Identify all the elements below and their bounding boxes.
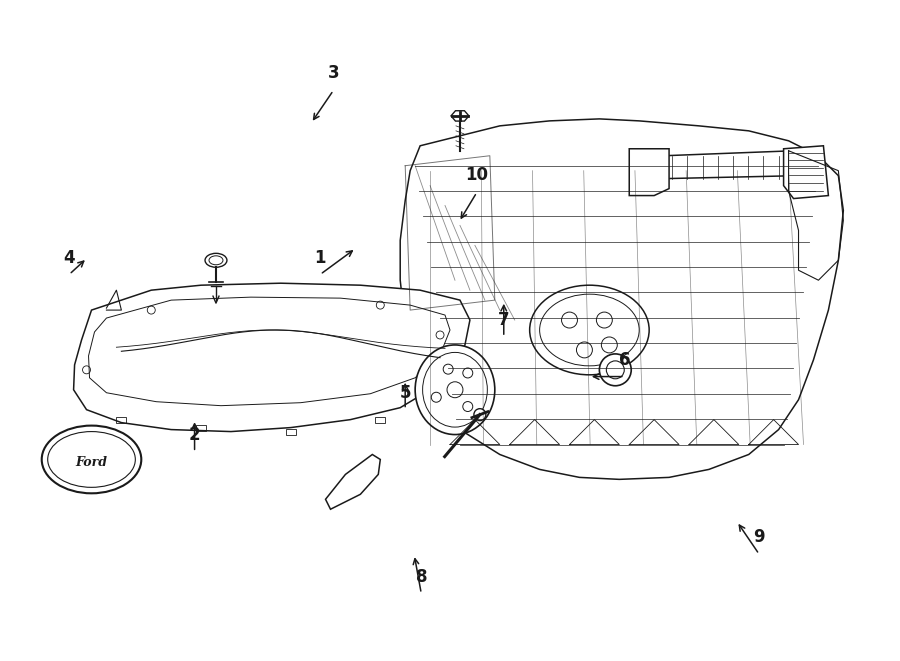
Text: 4: 4 bbox=[63, 249, 75, 266]
Text: 6: 6 bbox=[619, 350, 631, 369]
Circle shape bbox=[474, 408, 486, 420]
Text: Ford: Ford bbox=[76, 456, 107, 469]
Bar bbox=[375, 416, 385, 422]
Ellipse shape bbox=[41, 426, 141, 493]
Text: 7: 7 bbox=[498, 311, 509, 329]
Ellipse shape bbox=[530, 285, 649, 375]
Text: 2: 2 bbox=[189, 426, 201, 444]
Text: 9: 9 bbox=[753, 528, 765, 547]
Bar bbox=[285, 428, 296, 434]
Text: 1: 1 bbox=[314, 249, 326, 266]
Polygon shape bbox=[326, 455, 381, 509]
Polygon shape bbox=[400, 119, 843, 479]
Polygon shape bbox=[74, 283, 470, 432]
Circle shape bbox=[599, 354, 631, 386]
Text: 3: 3 bbox=[328, 64, 339, 82]
Bar bbox=[196, 424, 206, 430]
Text: 8: 8 bbox=[416, 568, 428, 586]
Text: 5: 5 bbox=[400, 383, 411, 401]
Ellipse shape bbox=[205, 253, 227, 267]
Polygon shape bbox=[784, 146, 828, 198]
Ellipse shape bbox=[415, 345, 495, 434]
Polygon shape bbox=[664, 151, 798, 178]
Bar bbox=[116, 416, 126, 422]
Polygon shape bbox=[629, 149, 669, 196]
Polygon shape bbox=[451, 111, 469, 121]
Text: 10: 10 bbox=[465, 167, 489, 184]
